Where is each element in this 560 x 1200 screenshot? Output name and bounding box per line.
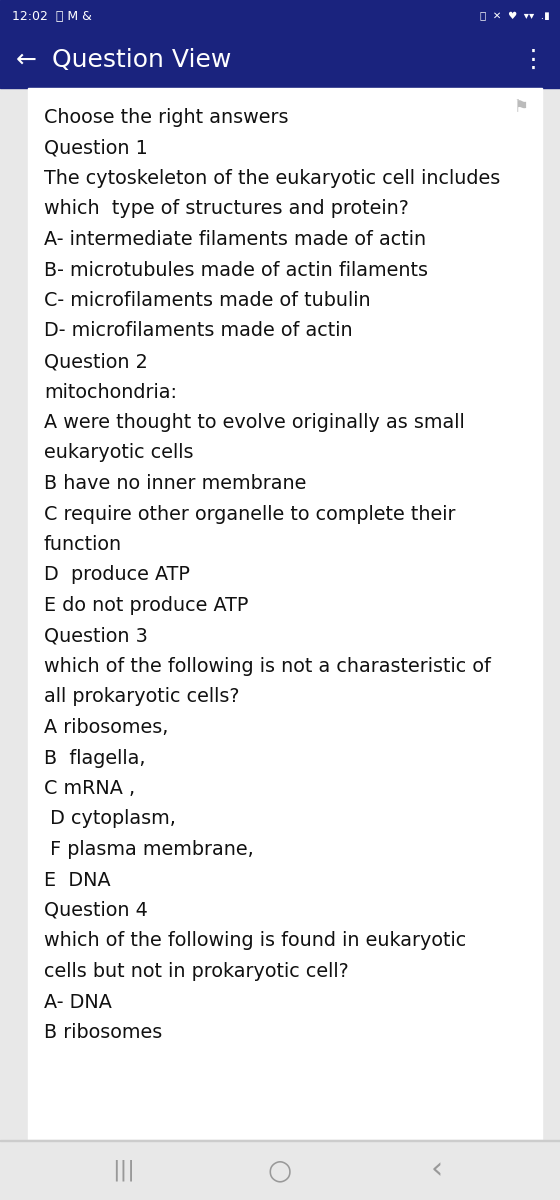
Text: ←: ← bbox=[16, 48, 37, 72]
Text: Question 4: Question 4 bbox=[44, 901, 148, 920]
Text: E  DNA: E DNA bbox=[44, 870, 111, 889]
Text: eukaryotic cells: eukaryotic cells bbox=[44, 444, 194, 462]
Text: Question 2: Question 2 bbox=[44, 352, 148, 371]
Text: D cytoplasm,: D cytoplasm, bbox=[44, 810, 176, 828]
Bar bbox=[0, 0, 560, 32]
Text: ⚑: ⚑ bbox=[513, 98, 528, 116]
Text: A- intermediate filaments made of actin: A- intermediate filaments made of actin bbox=[44, 230, 426, 248]
Text: B ribosomes: B ribosomes bbox=[44, 1022, 162, 1042]
Text: The cytoskeleton of the eukaryotic cell includes: The cytoskeleton of the eukaryotic cell … bbox=[44, 169, 500, 188]
Text: Question View: Question View bbox=[52, 48, 231, 72]
Text: C require other organelle to complete their: C require other organelle to complete th… bbox=[44, 504, 455, 523]
Text: Question 3: Question 3 bbox=[44, 626, 148, 646]
Text: 12:02  Ⓜ M &: 12:02 Ⓜ M & bbox=[12, 10, 92, 23]
Text: which  type of structures and protein?: which type of structures and protein? bbox=[44, 199, 409, 218]
Text: D  produce ATP: D produce ATP bbox=[44, 565, 190, 584]
Text: cells but not in prokaryotic cell?: cells but not in prokaryotic cell? bbox=[44, 962, 349, 982]
Text: all prokaryotic cells?: all prokaryotic cells? bbox=[44, 688, 240, 707]
Bar bbox=[28, 88, 542, 1140]
Text: A ribosomes,: A ribosomes, bbox=[44, 718, 169, 737]
Text: A- DNA: A- DNA bbox=[44, 992, 112, 1012]
Text: function: function bbox=[44, 535, 122, 554]
Text: ⏰  ✕  ♥  ▾▾  .▮: ⏰ ✕ ♥ ▾▾ .▮ bbox=[480, 11, 550, 20]
Text: ⋮: ⋮ bbox=[521, 48, 546, 72]
Text: C- microfilaments made of tubulin: C- microfilaments made of tubulin bbox=[44, 290, 371, 310]
Text: which of the following is not a charasteristic of: which of the following is not a charaste… bbox=[44, 658, 491, 676]
Text: mitochondria:: mitochondria: bbox=[44, 383, 177, 402]
Text: ‹: ‹ bbox=[431, 1156, 443, 1184]
Text: |||: ||| bbox=[112, 1159, 134, 1181]
Text: Question 1: Question 1 bbox=[44, 138, 148, 157]
Text: Choose the right answers: Choose the right answers bbox=[44, 108, 288, 127]
Text: D- microfilaments made of actin: D- microfilaments made of actin bbox=[44, 322, 353, 341]
Text: F plasma membrane,: F plasma membrane, bbox=[44, 840, 254, 859]
Text: E do not produce ATP: E do not produce ATP bbox=[44, 596, 249, 614]
Text: C mRNA ,: C mRNA , bbox=[44, 779, 135, 798]
Text: B  flagella,: B flagella, bbox=[44, 749, 146, 768]
Text: A were thought to evolve originally as small: A were thought to evolve originally as s… bbox=[44, 413, 465, 432]
Text: which of the following is found in eukaryotic: which of the following is found in eukar… bbox=[44, 931, 466, 950]
Text: B- microtubules made of actin filaments: B- microtubules made of actin filaments bbox=[44, 260, 428, 280]
Text: B have no inner membrane: B have no inner membrane bbox=[44, 474, 306, 493]
Bar bbox=[0, 32, 560, 88]
Bar bbox=[0, 1140, 560, 1200]
Text: ○: ○ bbox=[268, 1156, 292, 1184]
